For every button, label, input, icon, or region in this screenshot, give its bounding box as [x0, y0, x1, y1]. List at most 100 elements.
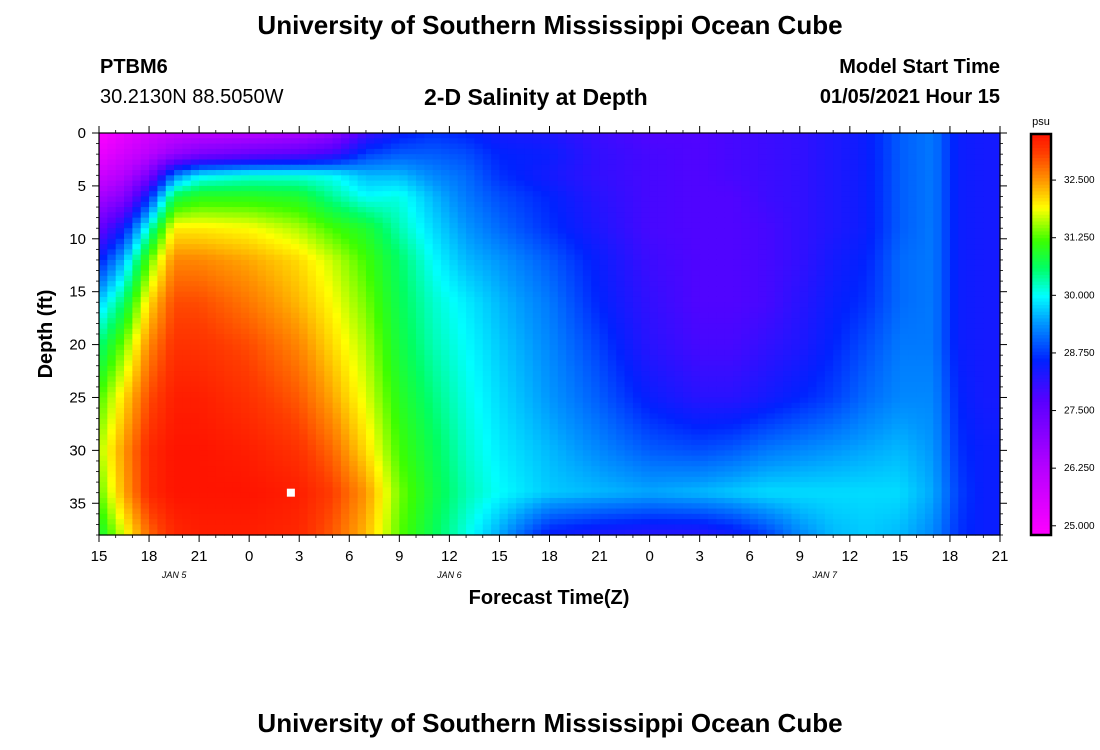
heatmap-cell	[215, 180, 225, 187]
heatmap-cell	[616, 233, 626, 240]
heatmap-cell	[541, 355, 551, 362]
heatmap-cell	[124, 170, 133, 176]
heatmap-cell	[499, 328, 509, 335]
heatmap-cell	[682, 349, 692, 356]
heatmap-cell	[274, 133, 284, 139]
heatmap-cell	[607, 191, 617, 198]
heatmap-cell	[808, 360, 818, 367]
heatmap-cell	[524, 143, 534, 150]
heatmap-cell	[724, 143, 734, 150]
heatmap-cell	[666, 312, 676, 319]
heatmap-cell	[541, 175, 551, 182]
heatmap-cell	[866, 286, 876, 293]
heatmap-cell	[966, 371, 976, 377]
heatmap-cell	[441, 270, 450, 277]
heatmap-cell	[557, 275, 567, 282]
heatmap-cell	[849, 296, 859, 303]
heatmap-cell	[924, 371, 934, 377]
heatmap-cell	[274, 360, 284, 367]
heatmap-cell	[424, 148, 434, 155]
heatmap-cell	[624, 270, 634, 277]
heatmap-cell	[557, 138, 567, 145]
heatmap-cell	[933, 196, 943, 203]
heatmap-cell	[674, 196, 684, 203]
heatmap-cell	[99, 291, 108, 298]
heatmap-cell	[716, 238, 726, 245]
heatmap-cell	[149, 201, 158, 208]
heatmap-cell	[649, 302, 659, 309]
heatmap-cell	[257, 334, 267, 340]
heatmap-cell	[249, 217, 259, 224]
heatmap-cell	[974, 244, 984, 250]
heatmap-cell	[557, 244, 567, 250]
heatmap-cell	[674, 133, 684, 139]
heatmap-cell	[933, 191, 943, 198]
heatmap-cell	[324, 259, 334, 266]
heatmap-cell	[491, 265, 501, 272]
heatmap-cell	[991, 196, 1001, 203]
heatmap-cell	[816, 318, 826, 325]
heatmap-cell	[240, 185, 250, 192]
heatmap-cell	[140, 154, 150, 161]
heatmap-cell	[749, 148, 759, 155]
heatmap-cell	[499, 185, 509, 192]
heatmap-cell	[682, 143, 692, 150]
heatmap-cell	[574, 249, 584, 256]
heatmap-cell	[482, 344, 492, 351]
heatmap-cell	[574, 360, 584, 367]
heatmap-cell	[833, 275, 843, 282]
heatmap-cell	[749, 360, 759, 367]
heatmap-cell	[599, 265, 609, 272]
heatmap-cell	[140, 270, 150, 277]
heatmap-cell	[549, 334, 559, 340]
heatmap-cell	[457, 249, 467, 256]
heatmap-cell	[382, 196, 392, 203]
heatmap-cell	[140, 318, 150, 325]
heatmap-cell	[307, 159, 317, 166]
heatmap-cell	[224, 302, 234, 309]
heatmap-cell	[783, 344, 793, 351]
heatmap-cell	[699, 201, 709, 208]
heatmap-cell	[174, 138, 184, 145]
heatmap-cell	[232, 281, 242, 287]
heatmap-cell	[607, 133, 617, 139]
heatmap-cell	[132, 164, 142, 171]
heatmap-cell	[974, 296, 984, 303]
heatmap-cell	[265, 238, 275, 245]
heatmap-cell	[190, 360, 200, 367]
heatmap-cell	[783, 196, 793, 203]
heatmap-cell	[983, 360, 993, 367]
heatmap-cell	[724, 154, 734, 161]
heatmap-cell	[165, 307, 175, 314]
heatmap-cell	[682, 201, 692, 208]
heatmap-cell	[783, 233, 793, 240]
heatmap-cell	[399, 265, 409, 272]
heatmap-cell	[599, 201, 609, 208]
heatmap-cell	[224, 286, 234, 293]
heatmap-cell	[624, 191, 634, 198]
heatmap-cell	[466, 286, 476, 293]
heatmap-cell	[883, 307, 893, 314]
heatmap-cell	[799, 307, 809, 314]
heatmap-cell	[174, 133, 184, 139]
heatmap-cell	[332, 180, 342, 187]
heatmap-cell	[974, 302, 984, 309]
heatmap-cell	[958, 212, 968, 219]
heatmap-cell	[657, 259, 667, 266]
heatmap-cell	[549, 133, 559, 139]
heatmap-cell	[382, 259, 392, 266]
heatmap-cell	[749, 254, 759, 261]
heatmap-cell	[382, 302, 392, 309]
heatmap-cell	[299, 238, 309, 245]
heatmap-cell	[249, 207, 259, 213]
heatmap-cell	[532, 286, 542, 293]
heatmap-cell	[649, 170, 659, 176]
heatmap-cell	[424, 344, 434, 351]
heatmap-cell	[257, 318, 267, 325]
heatmap-cell	[758, 143, 767, 150]
heatmap-cell	[324, 154, 334, 161]
heatmap-cell	[566, 270, 576, 277]
heatmap-cell	[274, 339, 284, 346]
heatmap-cell	[265, 180, 275, 187]
heatmap-cell	[432, 154, 442, 161]
